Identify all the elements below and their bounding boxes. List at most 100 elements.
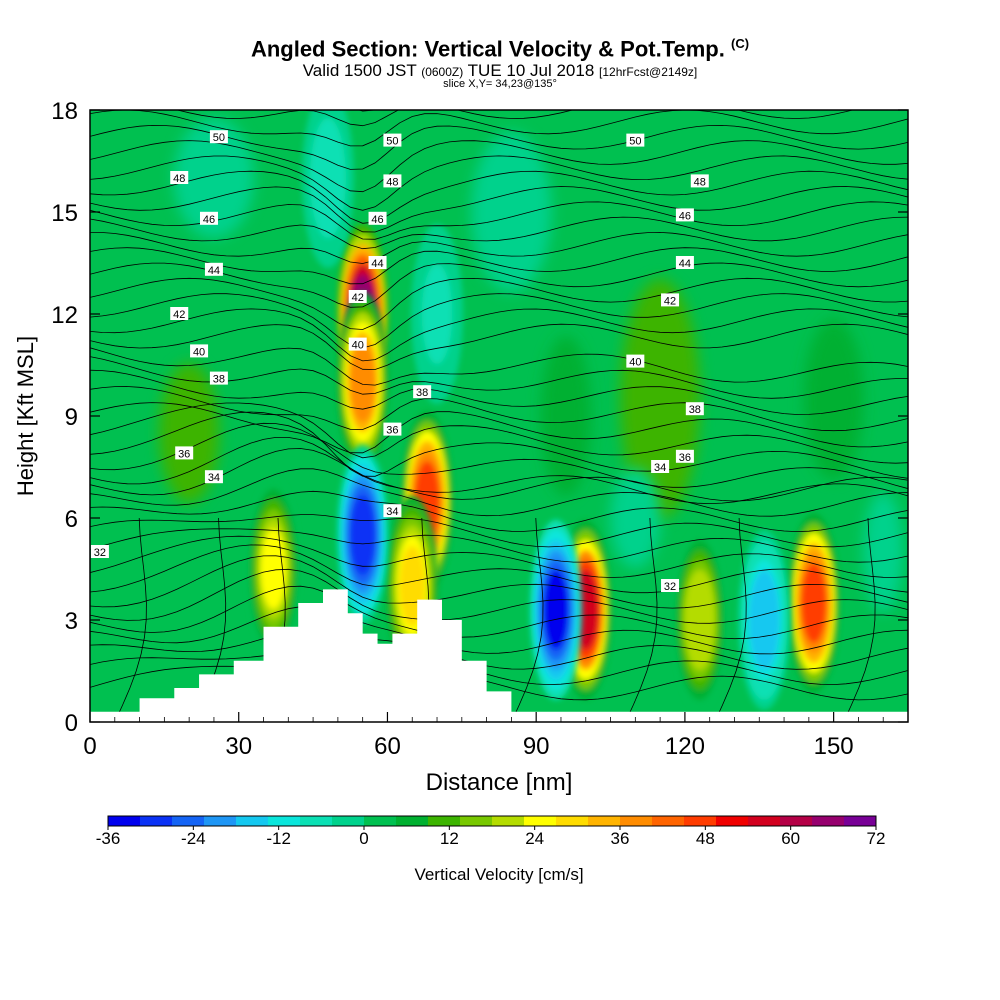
theta-contour xyxy=(90,155,908,211)
y-axis-label: Height [Kft MSL] xyxy=(13,336,38,496)
contour-label-42: 42 xyxy=(170,307,189,321)
vertical-velocity-field xyxy=(159,110,904,710)
svg-text:44: 44 xyxy=(679,258,691,270)
x-tick-label: 30 xyxy=(225,733,252,760)
contour-label-46: 46 xyxy=(368,211,387,226)
theta-contour xyxy=(90,110,908,147)
gentle-velocity-area xyxy=(173,118,254,238)
colorbar-swatch xyxy=(620,816,653,826)
svg-text:38: 38 xyxy=(213,374,225,386)
contour-label-32: 32 xyxy=(661,579,680,593)
potential-temperature-contours xyxy=(90,110,908,722)
theta-contour xyxy=(90,568,908,624)
velocity-cell xyxy=(247,479,300,659)
theta-contour xyxy=(90,277,908,330)
contour-label-34: 34 xyxy=(383,504,402,518)
svg-text:46: 46 xyxy=(203,214,215,226)
colorbar-swatch xyxy=(204,816,237,826)
svg-text:50: 50 xyxy=(213,132,225,144)
colorbar-swatch xyxy=(428,816,461,826)
y-tick-label: 3 xyxy=(65,608,78,635)
theta-contour xyxy=(90,544,908,594)
y-tick-label: 9 xyxy=(65,404,78,431)
theta-contour-lowlevel xyxy=(625,517,658,722)
x-tick-label: 150 xyxy=(814,733,854,760)
theta-contour xyxy=(175,110,855,127)
colorbar-label: Vertical Velocity [cm/s] xyxy=(414,865,583,884)
theta-contour xyxy=(90,369,908,415)
colorbar-swatch xyxy=(300,816,333,826)
svg-text:48: 48 xyxy=(694,176,706,188)
svg-text:40: 40 xyxy=(352,340,364,352)
theta-contour xyxy=(90,585,908,640)
velocity-cell xyxy=(738,530,791,710)
colorbar-swatch xyxy=(652,816,685,826)
colorbar-swatch xyxy=(812,816,845,826)
theta-contour xyxy=(90,422,908,489)
theta-contour xyxy=(90,347,908,386)
theta-contour xyxy=(90,402,908,464)
chart-subtitle-valid: Valid 1500 JST (0600Z) TUE 10 Jul 2018 [… xyxy=(302,61,698,80)
x-axis-label: Distance [nm] xyxy=(426,769,573,796)
theta-contour xyxy=(90,628,908,670)
terrain-mask xyxy=(90,589,908,722)
contour-label-42: 42 xyxy=(348,290,367,304)
theta-contour xyxy=(90,170,908,224)
theta-contour xyxy=(90,514,908,548)
theta-contour xyxy=(90,140,908,193)
theta-contour xyxy=(90,308,908,362)
contour-label-38: 38 xyxy=(209,371,228,386)
colorbar-swatch xyxy=(524,816,557,826)
contour-label-46: 46 xyxy=(675,208,694,222)
contour-label-44: 44 xyxy=(368,256,387,270)
colorbar-swatch xyxy=(684,816,717,826)
colorbar-swatch xyxy=(748,816,781,826)
plot-area: 50 50 50 48 48 48 46 46 46 44 44 44 42 42 42 40 40 40 38 38… xyxy=(90,110,908,722)
contour-label-48: 48 xyxy=(383,174,402,188)
svg-text:40: 40 xyxy=(193,346,205,358)
colorbar-swatch xyxy=(556,816,589,826)
x-tick-label: 120 xyxy=(665,733,705,760)
svg-text:32: 32 xyxy=(94,547,106,559)
contour-label-40: 40 xyxy=(190,344,209,358)
svg-text:34: 34 xyxy=(654,462,666,474)
chart-title: Angled Section: Vertical Velocity & Pot.… xyxy=(250,36,750,62)
colorbar-swatch xyxy=(268,816,301,826)
contour-label-40: 40 xyxy=(348,337,367,352)
theta-contour xyxy=(90,555,908,609)
colorbar-swatch xyxy=(780,816,813,826)
theta-contour xyxy=(90,262,908,308)
colorbar-swatch xyxy=(236,816,269,826)
svg-text:36: 36 xyxy=(679,452,691,464)
contour-label-50: 50 xyxy=(209,130,228,144)
velocity-cell xyxy=(336,292,389,472)
chart-subtitle-slice: slice X,Y= 34,23@135° xyxy=(443,78,557,90)
svg-text:40: 40 xyxy=(629,357,641,369)
contour-label-40: 40 xyxy=(626,354,645,369)
theta-contour xyxy=(357,110,377,112)
colorbar-tick-label: 60 xyxy=(781,829,800,848)
colorbar-tick-label: 12 xyxy=(440,829,459,848)
contour-label-44: 44 xyxy=(204,262,223,277)
svg-text:38: 38 xyxy=(689,404,701,416)
theta-contour-lowlevel xyxy=(843,517,876,722)
gentle-velocity-area xyxy=(803,319,864,479)
theta-contour xyxy=(90,448,908,502)
theta-contour xyxy=(90,186,908,233)
theta-contour xyxy=(90,606,908,655)
gentle-velocity-area xyxy=(610,468,661,568)
gentle-velocity-area xyxy=(471,132,552,292)
theta-contour-lowlevel xyxy=(511,517,544,722)
svg-text:36: 36 xyxy=(178,448,190,460)
velocity-cell xyxy=(673,530,726,710)
theta-contour xyxy=(90,490,908,533)
colorbar-tick-label: 0 xyxy=(359,829,368,848)
theta-contour xyxy=(90,386,908,432)
theta-contour xyxy=(90,411,908,479)
contour-label-32: 32 xyxy=(90,545,109,559)
colorbar-swatch xyxy=(108,816,141,826)
theta-contour xyxy=(90,402,908,454)
theta-contour xyxy=(90,665,908,701)
